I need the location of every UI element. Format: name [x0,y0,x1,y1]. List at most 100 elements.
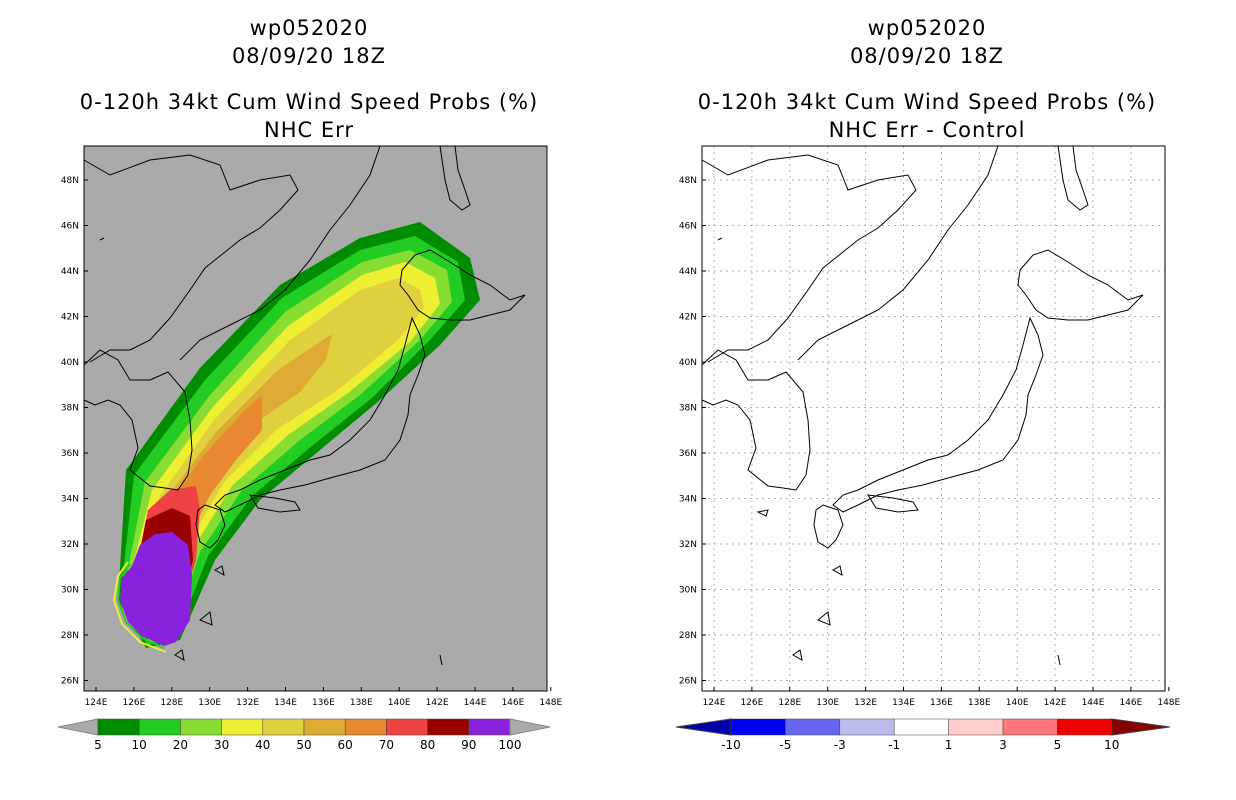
left-product-title: 0-120h 34kt Cum Wind Speed Probs (%) [79,90,539,114]
right-grid [702,146,1165,691]
colorbar-label: -10 [721,738,741,752]
lon-label: 128E [160,698,183,708]
colorbar-swatch [839,718,895,736]
colorbar-swatch [386,718,428,736]
lon-label: 134E [274,698,297,708]
left-map-frame [83,145,548,692]
right-colorbar: -10 -5 -3 -1 1 3 5 10 [675,718,1170,752]
lon-label: 138E [350,698,373,708]
colorbar-label: -5 [779,738,791,752]
lat-label: 40N [679,358,697,368]
lat-label: 30N [61,586,79,596]
colorbar-under-arrow [675,718,732,736]
right-difference-map: 48N 46N 44N 42N 40N 38N 36N 34N 32N 30N 28N 26N 124… [675,145,1181,752]
colorbar-label: 80 [420,738,435,752]
colorbar-label: 5 [1054,738,1062,752]
colorbar-label: 20 [173,738,188,752]
lat-label: 28N [679,631,697,641]
lat-label: 36N [61,449,79,459]
lon-label: 148E [1157,698,1180,708]
left-lat-labels: 48N 46N 44N 42N 40N 38N 36N 34N 32N 30N 28N 26N [61,176,88,687]
lat-label: 42N [679,313,697,323]
colorbar-label: 30 [214,738,229,752]
colorbar-swatch [785,718,841,736]
colorbar-swatch [1002,718,1058,736]
colorbar-swatch [730,718,786,736]
colorbar-swatch [893,718,949,736]
right-storm-id: wp052020 [867,16,987,40]
colorbar-swatch [180,718,222,736]
colorbar-swatch [97,718,140,736]
lat-label: 48N [679,176,697,186]
lat-label: 46N [61,222,79,232]
colorbar-label: 10 [132,738,147,752]
colorbar-label: 10 [1104,738,1119,752]
lon-label: 134E [892,698,915,708]
colorbar-label: 60 [338,738,353,752]
lon-label: 124E [703,698,726,708]
lat-label: 36N [679,449,697,459]
lon-label: 124E [85,698,108,708]
right-map-frame [701,145,1166,692]
lat-label: 32N [679,540,697,550]
colorbar-swatch [468,718,511,736]
lat-label: 32N [61,540,79,550]
lon-label: 132E [854,698,877,708]
colorbar-label: 70 [379,738,394,752]
colorbar-label: 5 [94,738,102,752]
lon-label: 130E [816,698,839,708]
colorbar-label: 90 [461,738,476,752]
swath-edge-green [116,563,165,649]
lon-label: 128E [778,698,801,708]
lon-label: 136E [930,698,953,708]
colorbar-label: 3 [999,738,1007,752]
lon-label: 132E [236,698,259,708]
colorbar-swatch [262,718,305,736]
lon-label: 144E [464,698,487,708]
lon-label: 146E [1119,698,1142,708]
lon-label: 148E [539,698,562,708]
lon-label: 140E [388,698,411,708]
left-subtitle: NHC Err [263,118,354,142]
swath-100 [126,538,188,640]
colorbar-swatch [344,718,387,736]
right-lon-labels: 124E 126E 128E 130E 132E 134E 136E 138E 140E 142E… [703,687,1181,708]
lat-label: 30N [679,586,697,596]
colorbar-swatch [138,718,181,736]
left-storm-id: wp052020 [249,16,369,40]
lat-label: 48N [61,176,79,186]
colorbar-swatch [948,718,1004,736]
colorbar-label: 1 [945,738,953,752]
left-coastlines [83,145,526,666]
right-datetime: 08/09/20 18Z [849,44,1005,68]
lat-label: 40N [61,358,79,368]
swath-40 [126,278,424,636]
lat-label: 46N [679,222,697,232]
lon-label: 126E [122,698,145,708]
left-datetime: 08/09/20 18Z [231,44,387,68]
lat-label: 28N [61,631,79,641]
lat-label: 26N [61,677,79,687]
colorbar-over-arrow [1111,718,1170,736]
swath-edge-yellow [112,561,167,653]
right-lat-labels: 48N 46N 44N 42N 40N 38N 36N 34N 32N 30N 28N 26N [679,176,706,687]
lon-label: 138E [968,698,991,708]
lon-label: 136E [312,698,335,708]
lon-label: 140E [1006,698,1029,708]
colorbar-label: -1 [888,738,900,752]
colorbar-over-arrow [509,718,551,736]
colorbar-swatch [1057,718,1113,736]
colorbar-label: 100 [499,738,522,752]
lat-label: 38N [679,404,697,414]
lat-label: 44N [679,267,697,277]
colorbar-swatch [221,718,264,736]
lat-label: 34N [61,495,79,505]
probability-swath [112,222,480,653]
lat-label: 26N [679,677,697,687]
lon-label: 130E [198,698,221,708]
colorbar-label: -3 [834,738,846,752]
right-product-title: 0-120h 34kt Cum Wind Speed Probs (%) [697,90,1157,114]
right-map-background [702,146,1165,691]
colorbar-swatch [427,718,470,736]
lon-label: 142E [426,698,449,708]
